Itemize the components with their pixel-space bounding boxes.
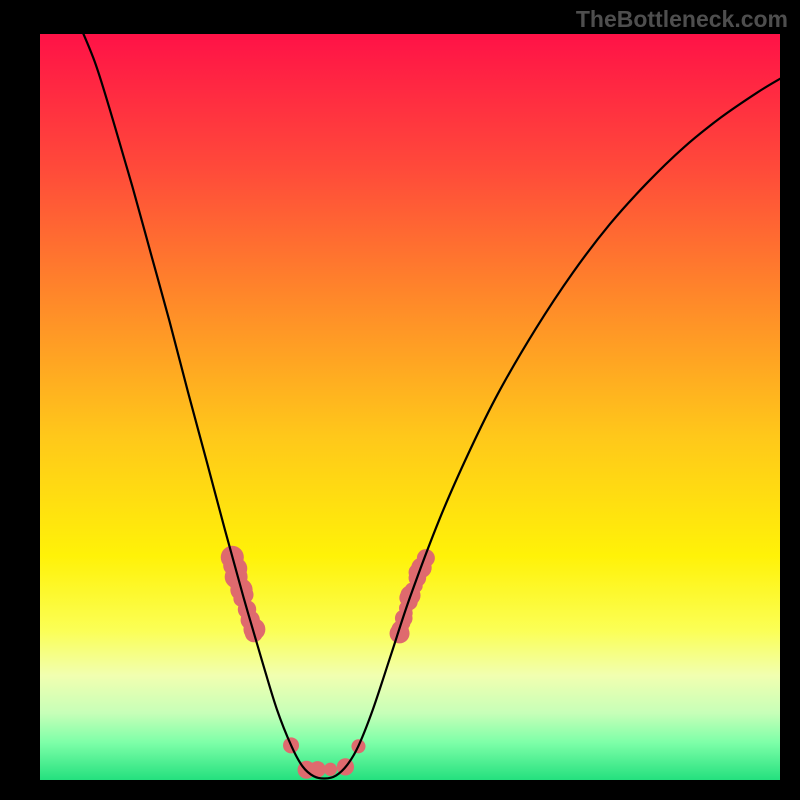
dot-marker bbox=[324, 763, 337, 776]
chart-stage: TheBottleneck.com bbox=[0, 0, 800, 800]
bottleneck-curve bbox=[77, 19, 780, 778]
plot-clip-group bbox=[77, 19, 780, 779]
curve-layer-svg bbox=[0, 0, 800, 800]
attribution-label: TheBottleneck.com bbox=[576, 6, 788, 33]
curve-dot-markers bbox=[221, 546, 435, 779]
